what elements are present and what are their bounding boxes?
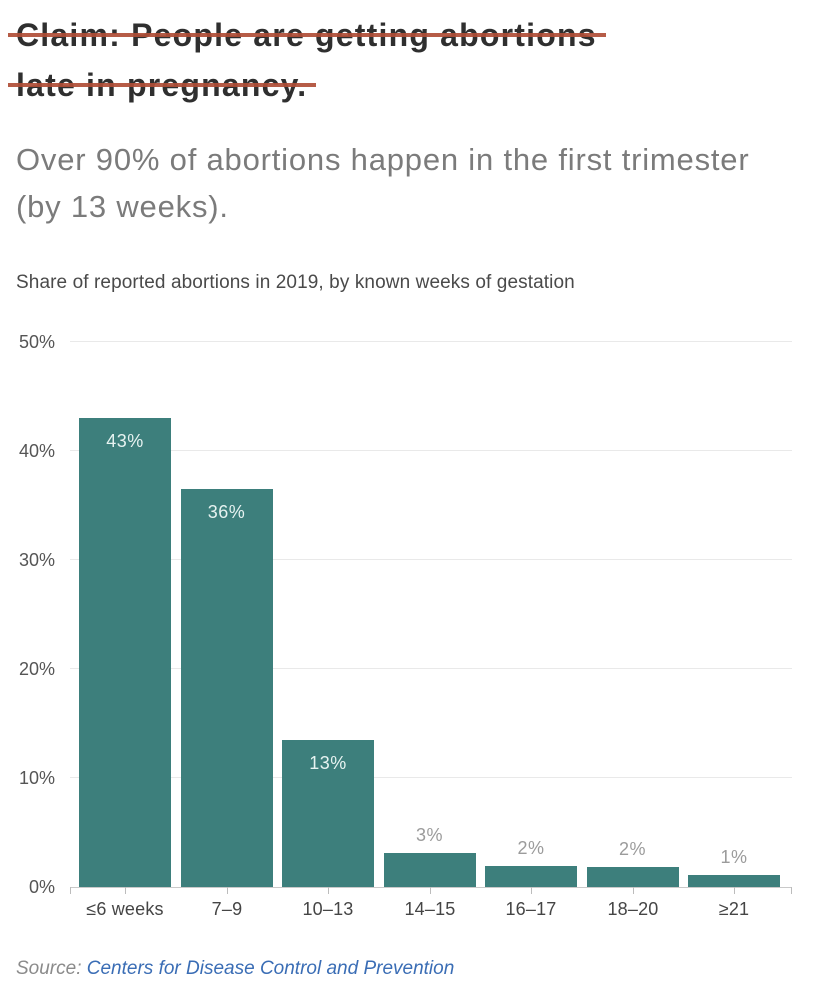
y-axis-label-0: 0% [28,877,55,897]
claim-title: Claim: People are getting abortions late… [7,0,812,110]
gridline-10 [70,777,792,778]
source-link[interactable]: Centers for Disease Control and Preventi… [86,958,455,979]
headline: Over 90% of abortions happen in the firs… [16,142,750,224]
y-axis-label-20: 20% [18,659,55,679]
bar-5: 2% [586,839,679,887]
bar-value-label-3: 3% [415,825,443,846]
x-axis-label-5: 18–20 [607,899,659,919]
claim-line-2: late in pregnancy. [7,60,317,110]
gridline-40 [70,450,792,451]
axis-tick-3 [430,887,431,894]
bar-value-label-6: 1% [720,847,748,868]
bar-chart: 0% 10% 20% 30% 40% 50% 43% ≤6 weeks 36% 7–9 13% 10–… [19,332,792,919]
bar-1: 36% [180,489,273,887]
bar-2: 13% [282,739,374,887]
axis-tick-5 [633,887,634,894]
bar-3: 3% [383,825,476,887]
bar-value-label-2: 13% [309,752,347,773]
x-axis-label-4: 16–17 [505,899,557,919]
axis-end-tick-right [791,887,792,894]
axis-tick-6 [734,887,735,894]
y-axis-label-50: 50% [18,332,55,352]
x-axis-label-0: ≤6 weeks [86,899,164,919]
claim-line-1: Claim: People are getting abortions [8,10,606,60]
y-axis-label-10: 10% [18,768,55,788]
y-axis-label-40: 40% [18,441,55,461]
bar-0: 43% [79,418,171,887]
x-axis-label-6: ≥21 [718,899,750,919]
bar-4: 2% [485,838,577,887]
x-axis-label-2: 10–13 [302,899,354,919]
axis-tick-0 [125,887,126,894]
y-axis-label-30: 30% [18,550,55,570]
bar-6: 1% [688,847,780,887]
gridline-30 [70,559,792,560]
bar-value-label-5: 2% [618,839,646,860]
axis-tick-2 [328,887,329,894]
chart-description: Share of reported abortions in 2019, by … [16,272,575,293]
source-label: Source: [16,958,87,979]
bar-value-label-4: 2% [517,838,545,859]
axis-tick-4 [531,887,532,894]
source-line: Source: Centers for Disease Control and … [16,958,812,980]
x-axis-label-3: 14–15 [404,899,456,919]
bar-value-label-0: 43% [106,431,144,452]
bar-value-label-1: 36% [207,502,246,523]
axis-tick-1 [227,887,228,894]
gridline-50 [70,341,792,342]
x-axis-label-1: 7–9 [211,899,243,919]
axis-end-tick-left [70,887,71,894]
gridline-20 [70,668,792,669]
